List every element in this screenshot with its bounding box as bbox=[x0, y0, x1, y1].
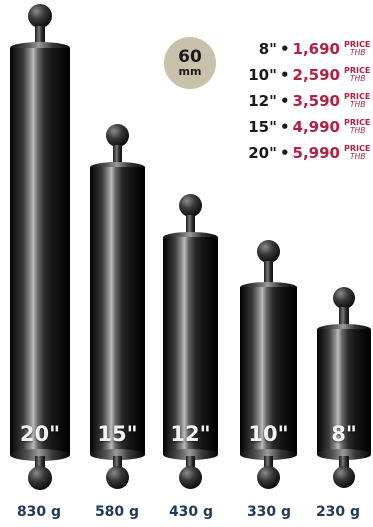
price-amount: 1,690 bbox=[292, 40, 340, 58]
bottom-stem bbox=[35, 456, 45, 470]
price-row: 8" • 1,690 PRICE THB bbox=[222, 37, 372, 61]
bottom-stem bbox=[339, 456, 349, 470]
separator-dot: • bbox=[279, 40, 290, 58]
price-amount: 5,990 bbox=[292, 144, 340, 162]
price-size: 10" bbox=[248, 66, 277, 84]
float-15-inch: 15" bbox=[90, 0, 145, 527]
top-ball-joint bbox=[333, 287, 355, 309]
diameter-badge: 60 mm bbox=[164, 37, 216, 89]
top-ball-joint bbox=[106, 124, 129, 147]
bottom-ball-joint bbox=[28, 466, 52, 490]
float-size-label: 12" bbox=[170, 422, 211, 446]
float-size-label: 8" bbox=[331, 422, 357, 446]
currency-label: THB bbox=[350, 48, 366, 57]
separator-dot: • bbox=[279, 66, 290, 84]
top-stem bbox=[113, 145, 122, 167]
price-size: 8" bbox=[258, 40, 277, 58]
bottom-cap bbox=[163, 449, 218, 460]
currency-label: THB bbox=[350, 126, 366, 135]
weight-label-15: 580 g bbox=[94, 504, 140, 520]
float-tube bbox=[90, 167, 145, 455]
currency-label: THB bbox=[350, 100, 366, 109]
price-row: 10" • 2,590 PRICE THB bbox=[222, 63, 372, 87]
diameter-unit: mm bbox=[178, 64, 202, 78]
price-size: 12" bbox=[248, 92, 277, 110]
top-ball-joint bbox=[179, 194, 202, 217]
float-size-label: 10" bbox=[248, 422, 289, 446]
bottom-cap bbox=[240, 449, 297, 460]
float-tube bbox=[163, 237, 218, 455]
float-tube bbox=[10, 48, 70, 455]
weight-label-12: 430 g bbox=[168, 504, 214, 520]
separator-dot: • bbox=[279, 144, 290, 162]
bottom-ball-joint bbox=[333, 466, 355, 488]
float-10-inch: 10" bbox=[240, 0, 297, 527]
currency-label: THB bbox=[350, 74, 366, 83]
price-label: PRICE bbox=[344, 118, 371, 127]
price-label: PRICE bbox=[344, 40, 371, 49]
float-8-inch: 8" bbox=[317, 0, 371, 527]
bottom-cap bbox=[10, 449, 70, 461]
price-size: 20" bbox=[248, 144, 277, 162]
currency-label: THB bbox=[350, 152, 366, 161]
float-20-inch: 20" bbox=[10, 0, 70, 527]
bottom-ball-joint bbox=[257, 466, 280, 489]
top-stem bbox=[186, 215, 195, 237]
weight-label-10: 330 g bbox=[246, 504, 292, 520]
bottom-cap bbox=[90, 449, 145, 460]
float-12-inch: 12" bbox=[163, 0, 218, 527]
bottom-stem bbox=[264, 456, 273, 470]
float-tube bbox=[317, 329, 371, 455]
bottom-stem bbox=[186, 456, 195, 470]
price-row: 12" • 3,590 PRICE THB bbox=[222, 89, 372, 113]
price-amount: 4,990 bbox=[292, 118, 340, 136]
float-tube bbox=[240, 287, 297, 455]
top-stem bbox=[35, 26, 45, 48]
price-label: PRICE bbox=[344, 92, 371, 101]
separator-dot: • bbox=[279, 92, 290, 110]
bottom-ball-joint bbox=[179, 466, 202, 489]
price-row: 15" • 4,990 PRICE THB bbox=[222, 115, 372, 139]
price-amount: 2,590 bbox=[292, 66, 340, 84]
separator-dot: • bbox=[279, 118, 290, 136]
top-stem bbox=[264, 261, 273, 287]
price-size: 15" bbox=[248, 118, 277, 136]
diameter-value: 60 bbox=[178, 46, 202, 67]
bottom-stem bbox=[113, 456, 122, 470]
price-label: PRICE bbox=[344, 66, 371, 75]
price-amount: 3,590 bbox=[292, 92, 340, 110]
top-ball-joint bbox=[257, 240, 280, 263]
top-ball-joint bbox=[28, 4, 52, 28]
bottom-ball-joint bbox=[106, 466, 129, 489]
price-row: 20" • 5,990 PRICE THB bbox=[222, 141, 372, 165]
float-size-label: 15" bbox=[97, 422, 138, 446]
weight-label-8: 230 g bbox=[315, 504, 361, 520]
bottom-cap bbox=[317, 449, 371, 460]
float-size-label: 20" bbox=[19, 422, 61, 446]
price-label: PRICE bbox=[344, 144, 371, 153]
weight-label-20: 830 g bbox=[16, 504, 62, 520]
top-stem bbox=[339, 307, 349, 329]
